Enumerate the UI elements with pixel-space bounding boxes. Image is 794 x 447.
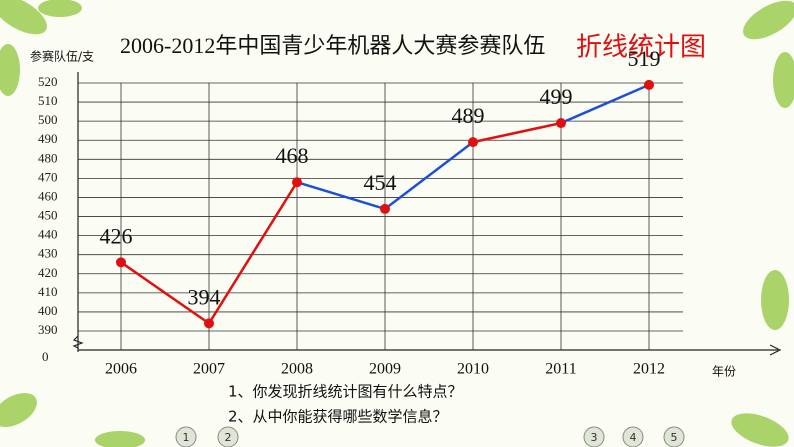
data-point — [468, 137, 478, 148]
line-segment — [560, 83, 650, 125]
nav-button[interactable] — [663, 426, 685, 447]
axis-break — [72, 335, 84, 349]
y-tick-label: 430 — [38, 246, 58, 261]
y-tick-label: 470 — [38, 169, 58, 184]
nav-button-label[interactable]: 5 — [671, 431, 678, 444]
nav-button-label[interactable]: 2 — [225, 431, 232, 444]
y-tick-label: 490 — [38, 131, 58, 146]
y-tick-label: 520 — [38, 74, 58, 89]
axes — [72, 72, 782, 356]
y-tick-label: 390 — [38, 322, 58, 337]
x-tick-label: 2008 — [281, 361, 313, 378]
data-point — [204, 318, 214, 329]
nav-button[interactable] — [175, 426, 197, 447]
nav-button[interactable] — [217, 426, 239, 447]
y-tick-label: 500 — [38, 112, 58, 127]
line-segment — [472, 121, 562, 144]
chart-title-highlight: 折线统计图 — [576, 33, 706, 63]
chart-title: 2006-2012年中国青少年机器人大赛参赛队伍 — [120, 33, 545, 58]
line-segment — [384, 141, 474, 210]
y-tick-label: 400 — [38, 303, 58, 318]
data-label: 499 — [540, 84, 573, 109]
nav-button-label[interactable]: 4 — [630, 431, 637, 444]
data-label: 426 — [100, 223, 133, 248]
nav-button[interactable] — [583, 426, 605, 447]
data-point — [380, 203, 390, 214]
line-segment — [296, 181, 386, 211]
x-axis-arrow — [769, 344, 782, 356]
x-tick-label: 2011 — [545, 361, 576, 378]
data-point — [556, 118, 566, 129]
y-axis-label: 参赛队伍/支 — [30, 49, 94, 64]
data-label: 519 — [628, 46, 661, 71]
data-label: 489 — [452, 103, 485, 128]
nav-button-label[interactable]: 1 — [183, 431, 190, 444]
x-tick-label: 2009 — [369, 361, 401, 378]
y-tick-label: 420 — [38, 265, 58, 280]
data-label: 468 — [276, 143, 309, 168]
y-tick-label: 460 — [38, 188, 58, 203]
y-tick-label: 0 — [42, 349, 49, 364]
nav-button-label[interactable]: 3 — [591, 431, 598, 444]
data-point — [292, 177, 302, 188]
nav-button[interactable] — [622, 426, 644, 447]
data-label: 454 — [364, 170, 397, 195]
line-segment — [120, 261, 210, 325]
y-tick-label: 480 — [38, 150, 58, 165]
y-tick-label: 410 — [38, 284, 58, 299]
y-tick-label: 510 — [38, 93, 58, 108]
data-label: 394 — [188, 284, 221, 309]
question: 1、你发现折线统计图有什么特点？ — [228, 383, 463, 401]
question: 2、从中你能获得哪些数学信息？ — [228, 408, 448, 426]
x-tick-label: 2006 — [105, 361, 137, 378]
x-tick-label: 2007 — [193, 361, 225, 378]
y-tick-label: 440 — [38, 227, 58, 242]
data-point — [116, 257, 126, 268]
data-point — [644, 79, 654, 90]
line-segment — [207, 181, 299, 325]
x-tick-label: 2012 — [633, 361, 665, 378]
y-tick-label: 450 — [38, 208, 58, 223]
x-axis-label: 年份 — [712, 365, 736, 379]
x-tick-label: 2010 — [457, 361, 489, 378]
